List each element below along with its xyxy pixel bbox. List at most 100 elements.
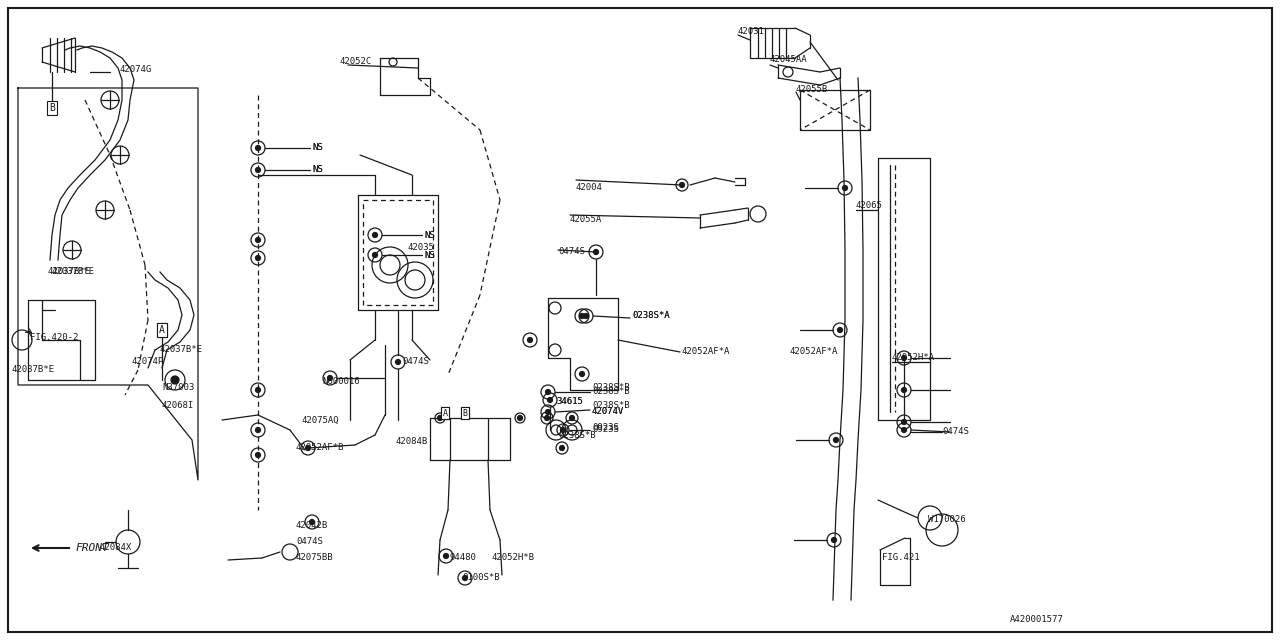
Text: 42004: 42004 [576,184,603,193]
Circle shape [832,538,837,543]
Circle shape [256,255,261,260]
Text: 42052AF*A: 42052AF*A [790,348,838,356]
Text: 42052H*B: 42052H*B [492,554,535,563]
Text: 42052AF*B: 42052AF*B [296,444,344,452]
Text: A: A [159,325,165,335]
Text: 0100S*B: 0100S*B [462,573,499,582]
Circle shape [545,410,550,415]
Circle shape [256,452,261,458]
Circle shape [443,554,448,559]
Circle shape [901,419,906,424]
Text: 0474S: 0474S [402,358,429,367]
Text: NS: NS [424,250,435,259]
Text: 42055B: 42055B [796,86,828,95]
Text: 42045AA: 42045AA [771,56,808,65]
Text: 42037B*E: 42037B*E [52,268,95,276]
Text: 42074V: 42074V [591,408,625,417]
Circle shape [901,387,906,392]
Text: 42037B*E: 42037B*E [49,268,91,276]
Circle shape [256,428,261,433]
Text: FRONT: FRONT [76,543,110,553]
Text: FIG.421: FIG.421 [882,554,919,563]
Text: 0238S*A: 0238S*A [632,312,669,321]
Text: 0474S: 0474S [558,248,585,257]
Text: 42037B*E: 42037B*E [12,365,55,374]
Text: 0238S*B: 0238S*B [558,431,595,440]
Text: 42084B: 42084B [396,438,429,447]
Circle shape [527,337,532,342]
Text: A: A [159,325,165,335]
Text: W170026: W170026 [928,515,965,525]
Text: 42042B: 42042B [296,520,328,529]
Circle shape [372,232,378,237]
Text: A: A [443,408,448,417]
Text: 42065: 42065 [856,200,883,209]
Circle shape [561,428,566,433]
Text: B: B [462,408,467,417]
Circle shape [172,376,179,384]
Text: 42052C: 42052C [340,58,372,67]
Text: 0238S*B: 0238S*B [591,383,630,392]
Text: NS: NS [312,143,323,152]
Text: 42075BB: 42075BB [296,554,334,563]
Text: B: B [462,408,467,417]
Circle shape [901,355,906,360]
Text: FIG.420-2: FIG.420-2 [29,333,78,342]
Circle shape [833,438,838,442]
Circle shape [328,376,333,381]
Text: 42068I: 42068I [163,401,195,410]
Text: NS: NS [312,166,323,175]
Text: 42031: 42031 [739,28,765,36]
Text: 0474S: 0474S [942,428,969,436]
Text: 42055A: 42055A [570,216,603,225]
Circle shape [580,371,585,376]
Text: 42035: 42035 [408,243,435,253]
Text: 0923S: 0923S [591,424,618,433]
Circle shape [517,415,522,420]
Text: 42074V: 42074V [591,408,625,417]
Circle shape [559,445,564,451]
Text: 42052H*A: 42052H*A [892,353,934,362]
Text: NS: NS [312,166,323,175]
Text: 0238S*A: 0238S*A [632,312,669,321]
Circle shape [594,250,599,255]
Circle shape [256,237,261,243]
Text: NS: NS [424,230,435,239]
Text: 0474S: 0474S [296,538,323,547]
Circle shape [842,186,847,191]
Text: 42074G: 42074G [120,65,152,74]
Circle shape [256,387,261,392]
Circle shape [584,314,589,319]
Text: N600016: N600016 [323,378,360,387]
Text: 42084X: 42084X [100,543,132,552]
Circle shape [580,314,585,319]
Circle shape [372,253,378,257]
Bar [364,200,433,305]
Text: 0238S*B: 0238S*B [591,387,630,397]
Text: A420001577: A420001577 [1010,616,1064,625]
Text: N37003: N37003 [163,383,195,392]
Circle shape [306,445,311,451]
Circle shape [438,415,443,420]
Circle shape [396,360,401,365]
Text: 42074P: 42074P [132,358,164,367]
Circle shape [570,415,575,420]
Circle shape [310,520,315,525]
Circle shape [548,397,553,403]
Text: 34615: 34615 [556,397,582,406]
Circle shape [462,575,467,580]
Circle shape [544,415,549,420]
Text: 42052AF*A: 42052AF*A [682,348,731,356]
Text: B: B [49,103,55,113]
Text: 42075AQ: 42075AQ [302,415,339,424]
Circle shape [901,428,906,433]
Circle shape [256,168,261,173]
Text: 94480: 94480 [451,554,477,563]
Text: NS: NS [424,250,435,259]
Text: 42037B*E: 42037B*E [160,346,204,355]
Circle shape [256,145,261,150]
Text: A: A [443,408,448,417]
Text: NS: NS [424,230,435,239]
Circle shape [680,182,685,188]
Text: NS: NS [312,143,323,152]
